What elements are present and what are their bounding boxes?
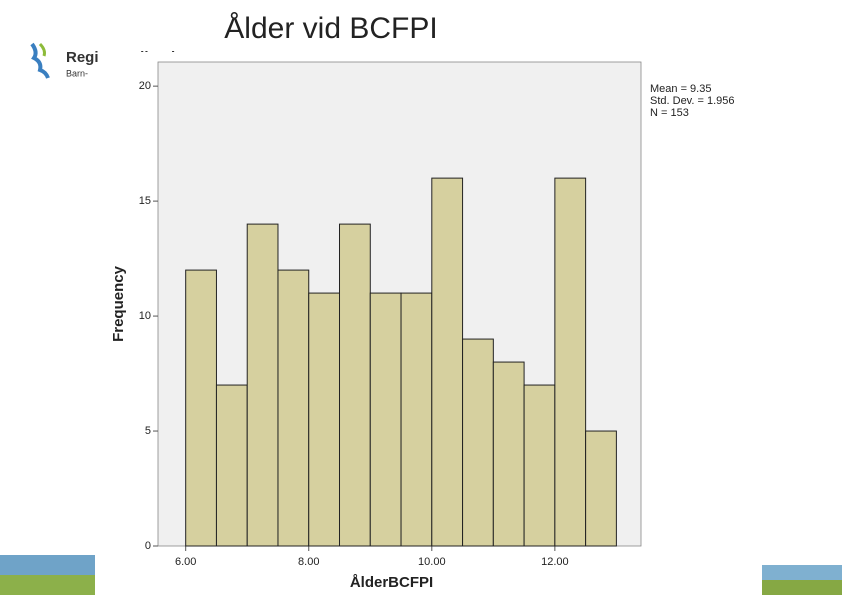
y-tick-label: 20 [139, 80, 151, 92]
bar [215, 384, 248, 547]
y-tick-label: 0 [145, 540, 151, 552]
stat-annotation: Mean = 9.35 [650, 83, 711, 95]
bar [277, 269, 310, 547]
landscape-image [0, 575, 95, 595]
logo-subtitle: Barn- [66, 68, 88, 78]
bar [585, 430, 617, 547]
bar [431, 177, 464, 547]
bar [185, 269, 217, 547]
x-tick-label: 8.00 [298, 556, 319, 568]
x-tick-label: 12.00 [541, 556, 569, 568]
bar [523, 384, 556, 547]
x-tick-label: 10.00 [418, 556, 446, 568]
logo-mark [30, 42, 50, 79]
stat-annotation: Std. Dev. = 1.956 [650, 95, 735, 107]
bar [246, 223, 279, 547]
chart-title: Ålder vid BCFPI [224, 12, 437, 45]
y-tick-label: 10 [139, 310, 151, 322]
y-tick-label: 15 [139, 195, 151, 207]
x-tick-label: 6.00 [175, 556, 196, 568]
x-axis-label: ÅlderBCFPI [350, 574, 433, 591]
y-tick-label: 5 [145, 425, 151, 437]
logo-mark [38, 42, 46, 57]
bar [492, 361, 525, 547]
landscape-image [762, 580, 842, 595]
bar [554, 177, 587, 547]
stat-annotation: N = 153 [650, 107, 689, 119]
y-axis-label: Frequency [110, 265, 127, 342]
bar [339, 223, 371, 547]
bar [369, 292, 402, 547]
bar [308, 292, 341, 547]
bar [462, 338, 494, 547]
bar [400, 292, 433, 547]
